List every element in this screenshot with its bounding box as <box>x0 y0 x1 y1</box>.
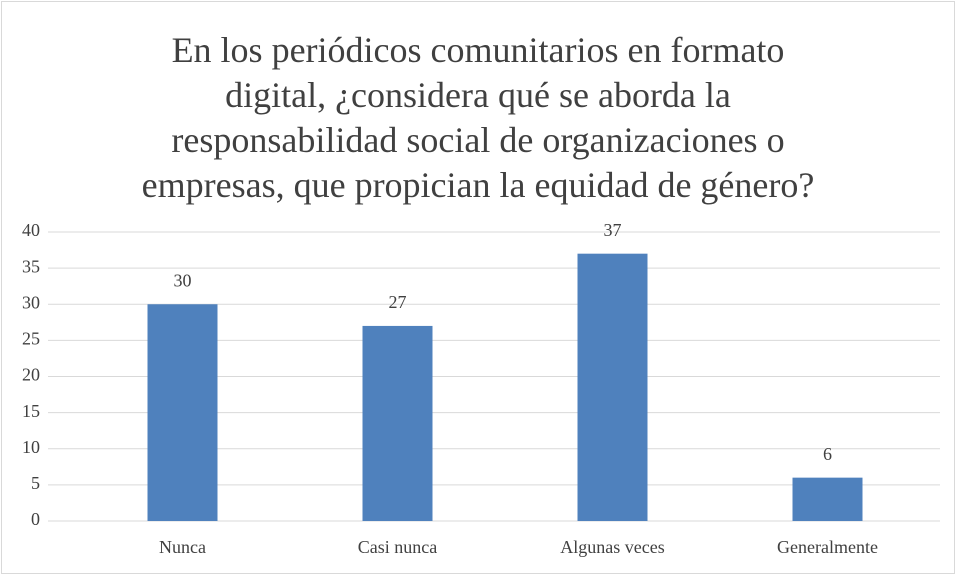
data-label: 27 <box>389 292 407 312</box>
y-tick-label: 30 <box>22 292 40 312</box>
bar <box>362 325 433 521</box>
data-label: 30 <box>174 270 192 290</box>
x-tick-label: Casi nunca <box>358 537 437 557</box>
y-tick-label: 20 <box>22 365 40 385</box>
x-tick-label: Algunas veces <box>560 537 664 557</box>
y-tick-label: 15 <box>22 401 40 421</box>
y-tick-label: 40 <box>22 220 40 240</box>
y-tick-label: 5 <box>31 473 40 493</box>
data-label: 6 <box>823 444 832 464</box>
y-tick-label: 10 <box>22 437 40 457</box>
y-tick-label: 25 <box>22 329 40 349</box>
data-label: 37 <box>604 220 622 240</box>
bar <box>577 253 648 522</box>
y-tick-label: 0 <box>31 509 40 529</box>
chart-title: En los periódicos comunitarios en format… <box>141 30 815 205</box>
bar <box>792 477 863 521</box>
y-tick-label: 35 <box>22 256 40 276</box>
bar <box>147 304 218 521</box>
x-tick-label: Generalmente <box>777 537 878 557</box>
x-tick-label: Nunca <box>159 537 206 557</box>
